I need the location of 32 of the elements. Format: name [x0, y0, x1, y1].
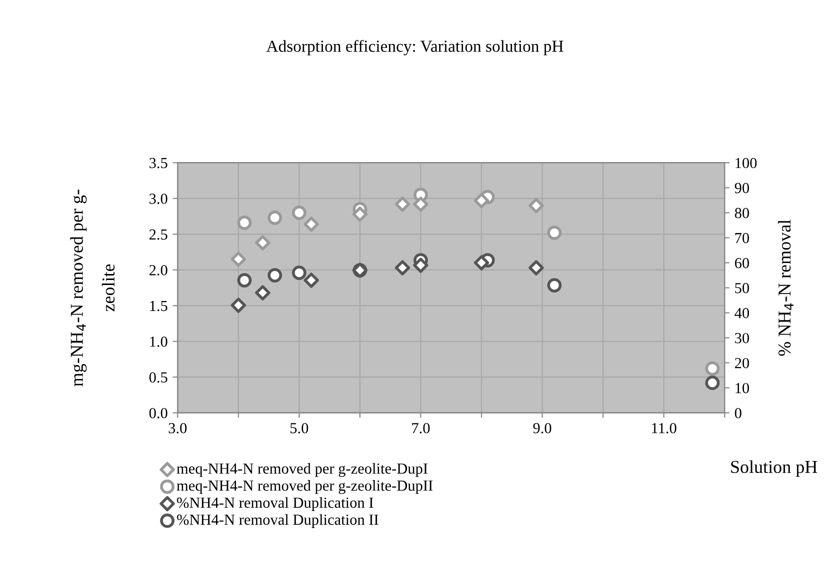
y2-tick-label: 60 — [734, 258, 750, 268]
legend-label: %NH4-N removal Duplication II — [176, 514, 378, 528]
y-tick-label: 0.0 — [149, 408, 168, 418]
y2-tick-label: 10 — [736, 382, 750, 394]
y2-tick-label: 40 — [734, 308, 750, 318]
y2-tick-label: 70 — [735, 232, 750, 244]
y-tick-label: 3.5 — [150, 158, 168, 168]
y2-tick-label: 100 — [736, 158, 757, 168]
y-tick-label: 1.5 — [150, 300, 168, 312]
y2-tick-label: 0 — [734, 408, 742, 418]
y-tick-label: 1.0 — [150, 336, 168, 347]
y2-tick-label: 90 — [734, 182, 750, 194]
legend-label: %NH4-N removal Duplication I — [176, 497, 374, 511]
x-tick-label: 11.0 — [652, 422, 676, 434]
x-axis-title: Solution pH — [731, 460, 818, 477]
x-tick-label: 7.0 — [412, 422, 430, 434]
y-axis-title: mg-NH$_{4}$-N removed per g- zeolite — [70, 190, 115, 386]
x-tick-label: 3.0 — [168, 422, 187, 434]
y-tick-label: 2.5 — [149, 229, 168, 240]
chart-title: Adsorption efficiency: Variation solution pH — [266, 40, 564, 56]
y2-tick-label: 50 — [735, 282, 750, 294]
x-tick-label: 9.0 — [533, 422, 552, 434]
y-tick-label: 2.0 — [149, 265, 168, 276]
y2-axis-title: % NH$_{4}$-N removal — [778, 220, 794, 356]
y2-tick-label: 80 — [734, 208, 750, 218]
y2-tick-label: 20 — [734, 358, 750, 368]
y2-tick-label: 30 — [735, 332, 750, 344]
legend-label: meq-NH4-N removed per g-zeolite-DupI — [176, 463, 428, 477]
y-tick-label: 3.0 — [150, 194, 168, 204]
y-tick-label: 0.5 — [149, 372, 168, 383]
legend-label: meq-NH4-N removed per g-zeolite-DupII — [176, 480, 433, 494]
x-tick-label: 5.0 — [290, 422, 308, 434]
